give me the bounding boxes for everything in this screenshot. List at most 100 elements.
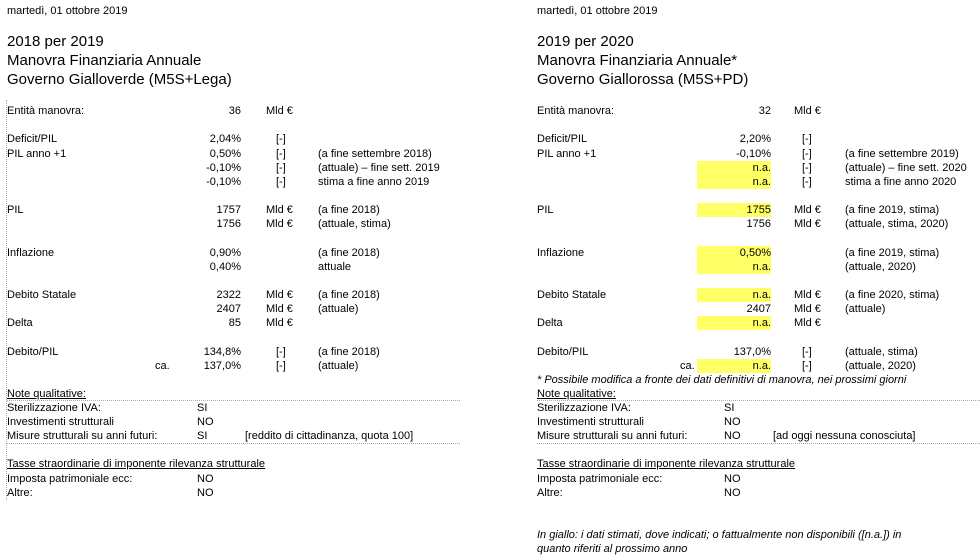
row-note: (attuale)	[318, 303, 359, 315]
row-dimensionless: [-]	[276, 133, 286, 145]
row-dimensionless: [-]	[802, 162, 812, 174]
row-value: n.a.	[697, 288, 771, 302]
row-dimensionless: [-]	[802, 176, 812, 188]
row-note: (a fine 2018)	[318, 247, 380, 259]
title-line: Manovra Finanziaria Annuale	[7, 52, 202, 69]
qualitative-label: Sterilizzazione IVA:	[7, 402, 101, 414]
title-line: Governo Gialloverde (M5S+Lega)	[7, 71, 232, 88]
row-note: (attuale)	[845, 303, 886, 315]
row-dimensionless: [-]	[802, 360, 812, 372]
row-note: (attuale, 2020)	[845, 360, 916, 372]
row-label: PIL	[537, 204, 554, 216]
row-label: Debito/PIL	[537, 346, 589, 358]
row-value: 1755	[697, 203, 771, 217]
row-prefix: ca.	[680, 360, 695, 372]
qualitative-value: SI	[197, 430, 208, 442]
tax-label: Imposta patrimoniale ecc:	[537, 473, 663, 485]
qualitative-label: Misure strutturali su anni futuri:	[7, 430, 158, 442]
row-value: n.a.	[697, 359, 771, 373]
dotted-margin-line	[6, 100, 7, 500]
row-value: 85	[228, 317, 241, 329]
row-label: Deficit/PIL	[537, 133, 588, 145]
row-value: n.a.	[697, 316, 771, 330]
row-note: (attuale)	[318, 360, 359, 372]
row-unit: Mld €	[266, 204, 293, 216]
tax-label: Imposta patrimoniale ecc:	[7, 473, 133, 485]
row-value: n.a.	[697, 161, 771, 175]
row-dimensionless: [-]	[276, 176, 286, 188]
left-sheet-2018: martedì, 01 ottobre 2019 2018 per 2019 Man…	[0, 0, 460, 560]
row-note: (a fine 2020, stima)	[845, 289, 940, 301]
row-dimensionless: [-]	[276, 346, 286, 358]
title-line: Manovra Finanziaria Annuale*	[537, 52, 738, 69]
row-unit: Mld €	[266, 289, 293, 301]
row-note: stima a fine anno 2019	[318, 176, 430, 188]
row-note: (attuale, stima)	[318, 218, 391, 230]
row-note: (a fine settembre 2019)	[845, 148, 959, 160]
tax-label: Altre:	[7, 487, 33, 499]
row-dimensionless: [-]	[802, 148, 812, 160]
row-note: attuale	[318, 261, 352, 273]
row-value: 1756	[746, 218, 771, 230]
date-label: martedì, 01 ottobre 2019	[537, 5, 658, 17]
row-value: 36	[228, 105, 241, 117]
row-value: 32	[758, 105, 771, 117]
row-value: 2,04%	[209, 133, 241, 145]
dotted-separator	[7, 400, 460, 401]
row-note: (attuale) – fine sett. 2019	[318, 162, 440, 174]
row-label: Inflazione	[7, 247, 55, 259]
row-label: Entità manovra:	[537, 105, 615, 117]
row-value: 1757	[216, 204, 241, 216]
row-note: (a fine 2018)	[318, 346, 380, 358]
footnote: * Possibile modifica a fronte dei dati d…	[537, 374, 907, 386]
row-value: -0,10%	[206, 176, 241, 188]
row-unit: Mld €	[794, 317, 821, 329]
row-label: PIL anno +1	[7, 148, 67, 160]
qualitative-value: NO	[197, 416, 214, 428]
row-value: 137,0%	[733, 346, 771, 358]
row-value: 0,50%	[209, 148, 241, 160]
row-label: Inflazione	[537, 247, 585, 259]
row-value: -0,10%	[736, 148, 771, 160]
row-label: PIL anno +1	[537, 148, 597, 160]
row-note: (attuale, 2020)	[845, 261, 916, 273]
row-value: 2,20%	[739, 133, 771, 145]
tax-heading: Tasse straordinarie di imponente rilevan…	[7, 458, 266, 470]
row-unit: Mld €	[794, 303, 821, 315]
row-unit: Mld €	[266, 218, 293, 230]
row-unit: Mld €	[794, 218, 821, 230]
dotted-separator	[537, 443, 980, 444]
qualitative-label: Investimenti strutturali	[537, 416, 644, 428]
row-unit: Mld €	[266, 105, 293, 117]
row-label: Debito/PIL	[7, 346, 59, 358]
right-sheet-2019: martedì, 01 ottobre 2019 2019 per 2020 Man…	[530, 0, 980, 560]
row-value: -0,10%	[206, 162, 241, 174]
row-unit: Mld €	[266, 303, 293, 315]
dotted-separator	[537, 400, 980, 401]
qualitative-value: NO	[724, 430, 741, 442]
tax-heading: Tasse straordinarie di imponente rilevan…	[537, 458, 796, 470]
row-value: 1756	[216, 218, 241, 230]
row-value: 2322	[216, 289, 241, 301]
row-value: 134,8%	[203, 346, 241, 358]
dotted-separator	[7, 443, 460, 444]
qualitative-heading: Note qualitative:	[537, 388, 616, 400]
tax-label: Altre:	[537, 487, 563, 499]
row-value: 137,0%	[203, 360, 241, 372]
row-label: Delta	[537, 317, 563, 329]
title-line: 2018 per 2019	[7, 33, 104, 50]
row-note: (a fine 2018)	[318, 204, 380, 216]
row-note: (a fine 2018)	[318, 289, 380, 301]
row-value: 0,90%	[209, 247, 241, 259]
row-dimensionless: [-]	[276, 148, 286, 160]
row-unit: Mld €	[266, 317, 293, 329]
row-label: Delta	[7, 317, 33, 329]
row-value: 0,50%	[697, 246, 771, 260]
row-value: 0,40%	[209, 261, 241, 273]
row-unit: Mld €	[794, 204, 821, 216]
row-dimensionless: [-]	[276, 360, 286, 372]
row-note: (a fine 2019, stima)	[845, 204, 940, 216]
row-note: (attuale, stima, 2020)	[845, 218, 949, 230]
row-label: Debito Statale	[7, 289, 77, 301]
qualitative-value: SI	[724, 402, 735, 414]
